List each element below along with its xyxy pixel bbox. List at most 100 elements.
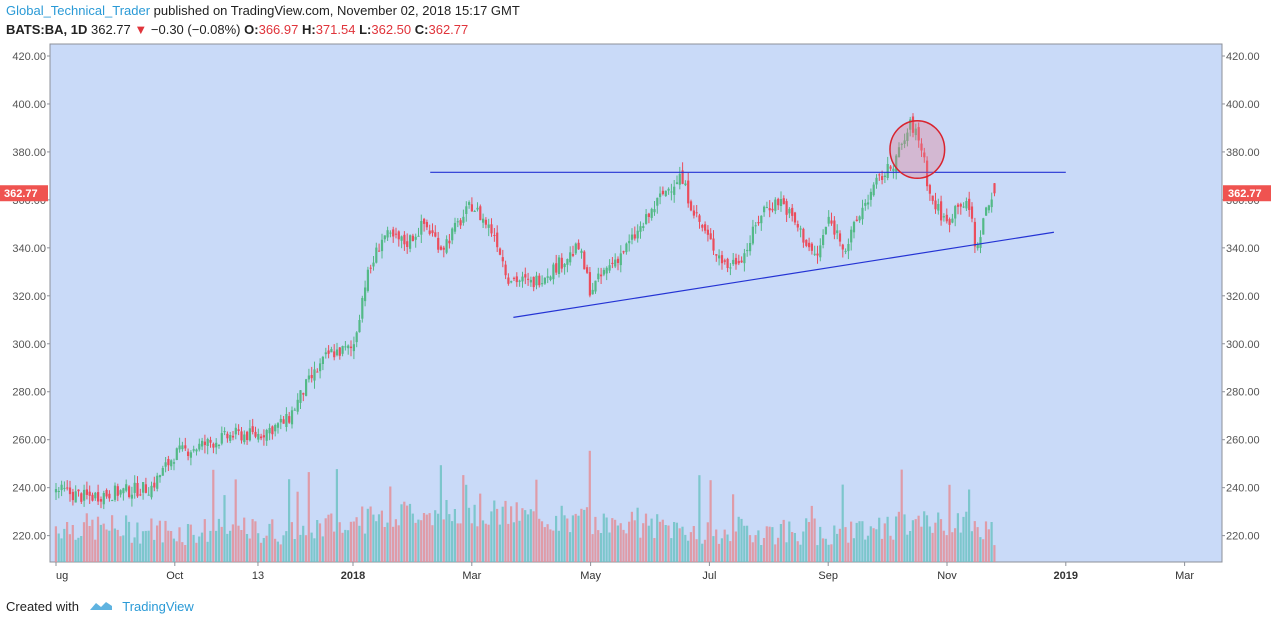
volume-bar bbox=[57, 533, 60, 562]
candle bbox=[257, 428, 260, 443]
candle bbox=[855, 215, 858, 222]
volume-bar bbox=[973, 521, 976, 562]
candle bbox=[420, 214, 423, 243]
volume-bar bbox=[909, 531, 912, 562]
volume-bar bbox=[200, 532, 204, 562]
candle bbox=[403, 231, 406, 251]
symbol-label: BATS:BA, 1D bbox=[6, 22, 88, 37]
candle bbox=[68, 480, 72, 502]
price-chart[interactable]: 420.00420.00400.00400.00380.00380.00360.… bbox=[0, 42, 1274, 590]
candle bbox=[144, 477, 147, 494]
volume-bar bbox=[327, 514, 330, 562]
candle bbox=[496, 225, 499, 252]
volume-bar bbox=[389, 486, 392, 562]
volume-bar bbox=[150, 518, 153, 562]
trendlines[interactable] bbox=[430, 119, 1066, 318]
candle bbox=[948, 217, 951, 233]
volume-bar bbox=[406, 505, 409, 562]
candle bbox=[406, 233, 409, 254]
plot-area[interactable] bbox=[49, 43, 1223, 563]
x-tick-label: 2018 bbox=[341, 570, 365, 582]
tradingview-link[interactable]: TradingView bbox=[122, 599, 194, 614]
candle bbox=[743, 248, 746, 272]
volume-bar bbox=[844, 527, 847, 562]
candle bbox=[827, 210, 830, 227]
volume-bar bbox=[529, 509, 532, 562]
volume-bar bbox=[229, 530, 232, 562]
candle bbox=[330, 346, 333, 353]
candle bbox=[574, 242, 577, 255]
candle bbox=[833, 216, 836, 240]
support-trendline[interactable] bbox=[513, 231, 1055, 318]
volume-bar bbox=[355, 517, 358, 562]
candle bbox=[63, 481, 66, 492]
volume-bar bbox=[712, 536, 715, 562]
candle bbox=[616, 256, 620, 271]
highlight-circle[interactable] bbox=[889, 119, 946, 180]
volume-bar bbox=[597, 530, 600, 562]
candle bbox=[639, 221, 642, 239]
candle bbox=[476, 202, 479, 212]
volume-bar bbox=[706, 522, 709, 562]
candle bbox=[675, 175, 679, 185]
candle bbox=[66, 480, 69, 491]
volume-bar bbox=[189, 524, 192, 562]
y-tick-label: 260.00 bbox=[1226, 435, 1260, 447]
candle bbox=[636, 224, 639, 243]
candle bbox=[746, 243, 749, 257]
volume-bar bbox=[307, 472, 310, 562]
volume-bar bbox=[330, 513, 333, 562]
volume-bar bbox=[105, 529, 108, 562]
volume-bar bbox=[717, 543, 721, 562]
candle bbox=[189, 450, 192, 466]
volume-bar bbox=[897, 511, 900, 562]
candle bbox=[54, 483, 58, 500]
volume-bar bbox=[206, 541, 209, 562]
last-price-tag bbox=[1223, 185, 1271, 202]
volume-bar bbox=[687, 540, 690, 562]
volume-bar bbox=[650, 518, 653, 562]
candle bbox=[883, 172, 886, 183]
volume-bar bbox=[108, 530, 111, 562]
y-tick-label: 420.00 bbox=[12, 51, 46, 63]
volume-bar bbox=[71, 525, 74, 562]
candle bbox=[198, 438, 201, 452]
volume-bar bbox=[695, 539, 698, 562]
author-link[interactable]: Global_Technical_Trader bbox=[6, 3, 151, 18]
y-tick-label: 220.00 bbox=[1226, 531, 1260, 543]
candle bbox=[586, 264, 589, 274]
candle bbox=[372, 256, 375, 271]
publish-info: published on TradingView.com, November 0… bbox=[153, 3, 520, 18]
volume-bar bbox=[569, 532, 572, 562]
volume-bar bbox=[63, 528, 66, 562]
tradingview-logo-icon[interactable] bbox=[89, 600, 113, 615]
candle bbox=[119, 489, 122, 498]
candle bbox=[150, 481, 153, 500]
candle bbox=[788, 207, 791, 219]
volume-bar bbox=[639, 537, 642, 562]
candle bbox=[844, 248, 847, 255]
volume-bar bbox=[675, 522, 678, 562]
volume-bar bbox=[748, 535, 752, 562]
candle bbox=[77, 489, 80, 497]
volume-bar bbox=[288, 479, 291, 562]
volume-bar bbox=[917, 515, 920, 562]
volume-bar bbox=[467, 507, 471, 562]
volume-bar bbox=[316, 520, 319, 562]
candle bbox=[824, 226, 827, 235]
volume-bar bbox=[68, 534, 71, 562]
candle bbox=[532, 276, 535, 292]
volume-bar bbox=[984, 521, 988, 562]
candle bbox=[931, 195, 934, 205]
volume-bar bbox=[490, 511, 493, 562]
candle bbox=[195, 448, 198, 456]
volume-bar bbox=[628, 521, 631, 562]
candle bbox=[265, 428, 268, 446]
volume-bar bbox=[234, 479, 237, 562]
candle bbox=[535, 271, 538, 290]
volume-bar bbox=[493, 500, 496, 562]
candle bbox=[760, 215, 763, 231]
candle bbox=[262, 429, 265, 446]
volume-bar bbox=[164, 520, 167, 562]
y-tick-label: 320.00 bbox=[1226, 291, 1260, 303]
